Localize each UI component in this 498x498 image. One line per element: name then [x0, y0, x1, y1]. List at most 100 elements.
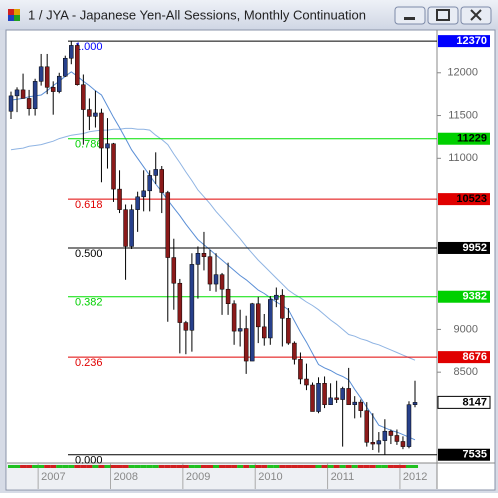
candle-body — [219, 274, 225, 290]
y-tick-label: 12000 — [447, 67, 478, 79]
direction-strip — [327, 465, 334, 468]
level-price-label: 12370 — [456, 35, 487, 47]
candle-body — [382, 430, 388, 441]
direction-strip — [357, 465, 364, 468]
direction-strip — [237, 465, 244, 468]
direction-strip — [297, 465, 304, 468]
candle-body — [99, 112, 104, 149]
direction-strip — [110, 465, 117, 468]
candle-body — [358, 401, 363, 411]
direction-strip — [116, 465, 123, 468]
level-price-box — [438, 241, 490, 254]
direction-strip — [170, 465, 177, 468]
candle-body — [213, 274, 219, 285]
direction-strip — [146, 465, 153, 468]
candle-body — [183, 322, 189, 331]
candle-body — [147, 175, 152, 192]
direction-strip — [285, 465, 292, 468]
candle-body — [207, 256, 213, 285]
level-label: 0.000 — [75, 455, 103, 467]
candle-body — [237, 328, 243, 332]
level-price-box — [438, 35, 490, 48]
candle-body — [8, 95, 14, 112]
direction-strip — [405, 465, 412, 468]
minimize-button[interactable] — [394, 6, 426, 25]
direction-strip — [98, 465, 105, 468]
close-button[interactable] — [460, 6, 492, 25]
direction-strip — [267, 465, 274, 468]
y-tick-label: 11500 — [448, 109, 478, 121]
direction-strip — [164, 465, 171, 468]
x-tick-label: 2007 — [41, 471, 65, 483]
direction-strip — [14, 465, 21, 468]
direction-strip — [309, 465, 316, 468]
direction-strip — [375, 465, 382, 468]
direction-strip — [32, 465, 39, 468]
direction-strip — [219, 465, 226, 468]
candle-body — [243, 328, 249, 362]
candle-body — [189, 264, 195, 331]
candle-body — [111, 143, 116, 190]
candle-body — [105, 143, 110, 149]
direction-strip — [249, 465, 256, 468]
level-label: 0.500 — [75, 248, 103, 260]
candle-body — [400, 441, 406, 447]
candle-body — [117, 188, 122, 210]
direction-strip — [339, 465, 346, 468]
candle-body — [364, 410, 370, 443]
maximize-button[interactable] — [427, 6, 459, 25]
candle-body — [63, 57, 68, 77]
direction-strip — [333, 465, 340, 468]
candle-body — [286, 318, 291, 344]
candle-body — [159, 169, 164, 193]
direction-strip — [104, 465, 111, 468]
direction-strip — [140, 465, 147, 468]
direction-strip — [381, 465, 388, 468]
x-tick-label: 2009 — [186, 471, 210, 483]
direction-strip — [206, 465, 214, 468]
direction-strip — [20, 465, 27, 468]
candle-body — [292, 342, 297, 360]
level-price-box — [438, 193, 490, 206]
direction-strip — [321, 465, 328, 468]
direction-strip — [56, 465, 63, 468]
candle-body — [268, 299, 273, 339]
direction-strip — [351, 465, 358, 468]
last-price-label: 8147 — [463, 396, 487, 408]
direction-strip — [86, 465, 93, 468]
direction-strip — [243, 465, 250, 468]
direction-strip — [38, 465, 45, 468]
candle-body — [334, 397, 339, 400]
level-price-box — [438, 290, 490, 303]
direction-strip — [194, 465, 201, 468]
direction-strip — [176, 465, 183, 468]
direction-strip — [122, 465, 129, 468]
candle-body — [201, 253, 207, 257]
level-label: 0.236 — [75, 357, 103, 369]
direction-strip — [50, 465, 57, 468]
direction-strip — [213, 465, 220, 468]
candle-body — [316, 383, 321, 412]
direction-strip — [393, 465, 400, 468]
direction-strip — [363, 465, 370, 468]
app-icon — [8, 9, 20, 21]
direction-strip — [231, 465, 238, 468]
candle-body — [32, 81, 38, 109]
level-label: 1.000 — [75, 41, 103, 53]
direction-strip — [315, 465, 322, 468]
y-tick-label: 11000 — [448, 152, 478, 164]
direction-strip — [399, 465, 406, 468]
level-price-label: 10523 — [456, 193, 487, 205]
direction-strip — [411, 465, 419, 468]
candle-body — [388, 430, 394, 436]
candle-body — [50, 87, 56, 92]
candle-body — [69, 45, 74, 59]
level-price-label: 9382 — [463, 291, 487, 303]
candle-body — [274, 294, 279, 300]
candle-body — [135, 196, 140, 210]
candle-body — [352, 401, 357, 405]
direction-strip — [68, 465, 75, 468]
candle-body — [346, 388, 351, 405]
direction-strip — [62, 465, 69, 468]
direction-strip — [26, 465, 33, 468]
